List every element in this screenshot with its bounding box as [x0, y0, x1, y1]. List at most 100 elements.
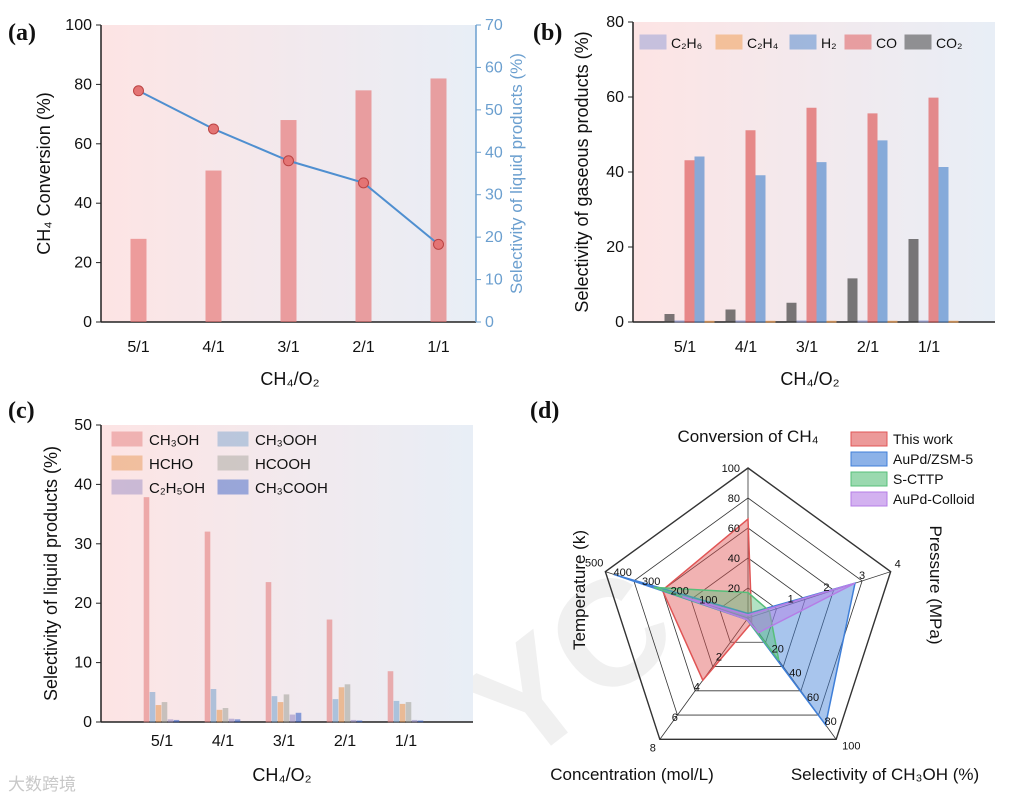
bar	[745, 130, 756, 323]
bar	[938, 167, 949, 323]
radar-tick-label: 4	[895, 559, 901, 571]
x-tick-label: 5/1	[127, 339, 149, 356]
legend-label: This work	[893, 431, 954, 447]
y2-tick-label: 70	[485, 17, 503, 34]
y-tick-label: 50	[74, 417, 92, 434]
grid-ring	[718, 587, 778, 643]
bar	[405, 702, 412, 723]
source-watermark: 大数跨境	[8, 775, 76, 795]
bar	[755, 175, 766, 323]
radar-tick-label: 80	[728, 493, 740, 505]
x-axis-label: CH₄/O₂	[780, 369, 839, 389]
y-tick-label: 0	[83, 714, 92, 731]
bar	[704, 320, 715, 323]
bar	[271, 696, 278, 723]
bar	[205, 170, 222, 322]
bar	[265, 582, 272, 723]
y-tick-label: 80	[74, 76, 92, 93]
legend-swatch	[217, 479, 249, 495]
radar-axis	[747, 571, 891, 619]
legend-swatch	[850, 471, 888, 487]
radar-tick-label: 4	[694, 682, 700, 694]
grid-ring	[690, 557, 806, 667]
radar-tick-label: 1	[788, 593, 794, 605]
y-tick-label: 0	[615, 314, 624, 331]
radar-tick-label: 80	[825, 716, 837, 728]
x-tick-label: 1/1	[395, 733, 417, 750]
panel-c: (c) 0 10 20 30 40 50 5/1 4/1 3/1 2/1 1/1 CH₃OH CH₃OOH…	[8, 398, 473, 785]
legend-label: CH₃COOH	[255, 480, 328, 497]
y2-tick-label: 20	[485, 229, 503, 246]
legend-label: C₂H₅OH	[149, 480, 205, 497]
bar	[887, 320, 898, 323]
radar-tick-label: 40	[789, 668, 801, 680]
bar	[928, 97, 939, 323]
panel-label: (b)	[533, 20, 562, 46]
x-tick-label: 4/1	[735, 339, 757, 356]
panel-d: (d) 20 40 60 80 100 1 2 3 4 20 40 60 80 100 2 4 6 8 100 200 3…	[530, 398, 979, 784]
x-tick-label: 3/1	[273, 733, 295, 750]
line-point	[208, 123, 219, 135]
panel-b: (b) 0 20 40 60 80 5/1 4/1 3/1 2/1 1/1 C₂H₆ C₂H₄ H₂ CO C…	[533, 14, 995, 389]
bar	[228, 718, 235, 723]
radar-axis-label: Conversion of CH₄	[677, 427, 818, 446]
x-tick-label: 3/1	[277, 339, 299, 356]
legend-swatch	[850, 431, 888, 447]
y2-tick-label: 10	[485, 272, 503, 289]
legend-swatch	[111, 455, 143, 471]
bar	[143, 497, 150, 723]
bar	[387, 671, 394, 723]
panel-a: (a) 0 20 40 60 80 100 0 10 20 30 40 50 60 70 5/1 4/1 3/1 2…	[8, 17, 526, 389]
y-axis-label: Selectivity of liquid products (%)	[41, 446, 61, 701]
y-tick-label: 60	[74, 136, 92, 153]
radar-tick-label: 60	[728, 523, 740, 535]
legend-label: HCOOH	[255, 456, 311, 473]
bar	[173, 719, 180, 723]
legend-label: C₂H₆	[671, 35, 702, 51]
line-point	[133, 85, 144, 97]
radar-tick-label: 40	[728, 553, 740, 565]
bar	[411, 719, 418, 723]
y-axis-label: Selectivity of gaseous products (%)	[572, 31, 592, 312]
legend-label: CH₃OOH	[255, 432, 317, 449]
bar	[234, 719, 241, 723]
x-tick-label: 5/1	[674, 339, 696, 356]
bar	[826, 320, 837, 323]
radar-tick-label: 2	[823, 582, 829, 594]
legend-swatch	[789, 34, 817, 50]
radar-tick-label: 100	[842, 740, 860, 752]
y2-tick-label: 30	[485, 187, 503, 204]
radar-axis-label: Pressure (MPa)	[926, 525, 945, 644]
legend-swatch	[111, 479, 143, 495]
bar	[130, 238, 147, 322]
radar-tick-label: 2	[716, 651, 722, 663]
radar-area	[653, 586, 780, 661]
legend-label: CH₃OH	[149, 432, 199, 449]
legend-label: CO	[876, 35, 897, 51]
y-axis-label: CH₄ Conversion (%)	[34, 92, 54, 254]
bar	[393, 700, 400, 723]
bar	[332, 699, 339, 723]
radar-axis-label: Selectivity of CH₃OH (%)	[791, 765, 979, 784]
legend-swatch	[715, 34, 743, 50]
legend-swatch	[217, 455, 249, 471]
grid-ring	[661, 527, 835, 692]
grid-ring	[633, 497, 863, 716]
bar	[417, 720, 424, 723]
panel-label: (a)	[8, 20, 36, 46]
bar	[664, 314, 675, 323]
radar-tick-label: 8	[650, 742, 656, 754]
radar-area	[682, 582, 856, 634]
y2-tick-label: 0	[485, 314, 494, 331]
legend-swatch	[217, 431, 249, 447]
x-tick-label: 4/1	[202, 339, 224, 356]
bar	[204, 531, 211, 723]
bar	[344, 684, 351, 723]
legend-swatch	[111, 431, 143, 447]
x-tick-label: 2/1	[352, 339, 374, 356]
bar	[295, 712, 302, 723]
legend-label: AuPd-Colloid	[893, 491, 975, 507]
legend-label: S-CTTP	[893, 471, 944, 487]
radar-tick-label: 3	[859, 570, 865, 582]
